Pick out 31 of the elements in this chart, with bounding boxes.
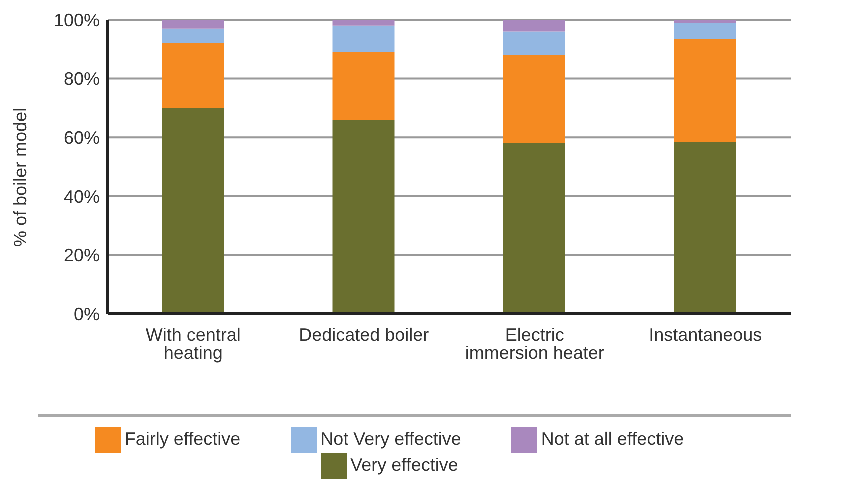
bar	[332, 52, 395, 120]
bar	[504, 20, 566, 32]
bar	[162, 28, 224, 44]
y-tick-label: 100%	[54, 10, 100, 30]
x-tick-label: Dedicated boiler	[299, 324, 430, 345]
bar	[162, 108, 224, 314]
legend-label: Not at all effective	[541, 428, 684, 449]
bar	[504, 143, 566, 314]
bar	[674, 20, 736, 23]
bar	[162, 20, 224, 29]
bar	[674, 22, 736, 40]
legend-label: Very effective	[350, 454, 458, 475]
y-tick-label: 20%	[64, 246, 100, 266]
y-tick-label: 0%	[74, 304, 100, 324]
y-tick-label: 60%	[64, 128, 100, 148]
x-tick-label: Instantaneous	[649, 324, 762, 345]
x-tick-label: Electric immersion heater	[465, 324, 604, 363]
legend-label: Fairly effective	[124, 428, 241, 449]
bar	[504, 32, 566, 56]
bar	[332, 20, 395, 26]
bar	[674, 39, 736, 142]
y-axis-title: % of boiler model	[10, 108, 30, 247]
bar	[674, 142, 736, 314]
bar	[504, 55, 566, 144]
x-tick-label: With central heating	[146, 324, 241, 363]
y-tick-label: 40%	[64, 186, 100, 207]
y-tick-label: 80%	[64, 69, 100, 90]
bar	[332, 26, 395, 52]
legend-label: Not Very effective	[320, 428, 462, 449]
bar	[162, 44, 224, 108]
bar	[332, 120, 395, 314]
